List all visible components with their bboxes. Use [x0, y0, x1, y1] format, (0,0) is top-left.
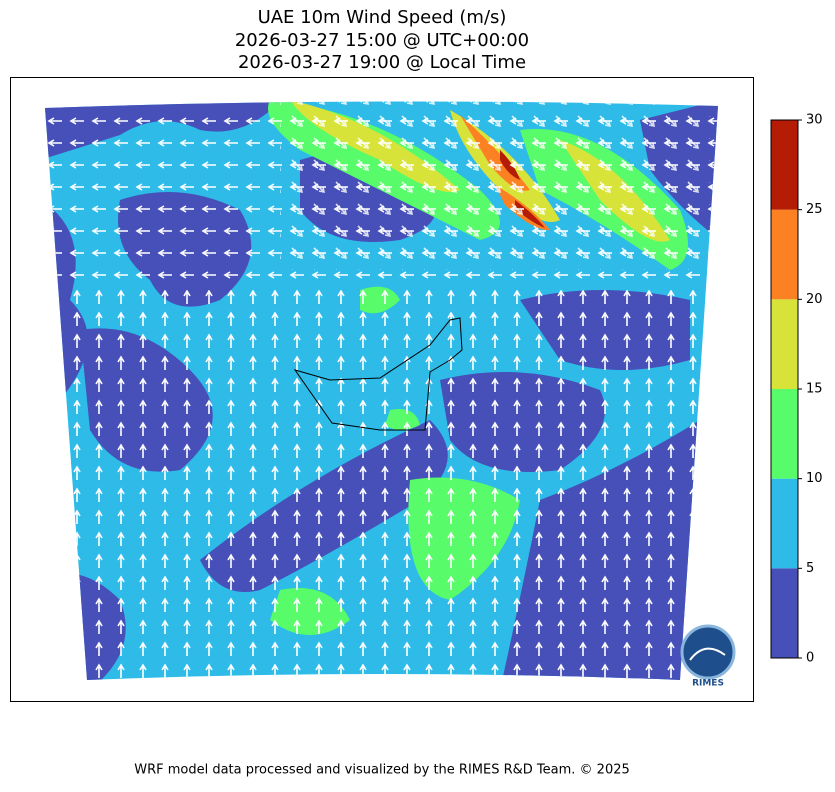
footer: WRF model data processed and visualized …	[134, 763, 630, 778]
colorbar-tick-label: 25	[806, 202, 823, 217]
title-block: UAE 10m Wind Speed (m/s) 2026-03-27 15:0…	[235, 7, 529, 73]
wind-field	[45, 101, 718, 681]
subtitle: 2026-03-27 19:00 @ Local Time	[238, 52, 526, 73]
title: UAE 10m Wind Speed (m/s)	[258, 7, 507, 28]
colorbar-segment	[771, 209, 798, 300]
country-border	[293, 317, 463, 431]
logo: RIMES	[680, 624, 736, 689]
logo-text: RIMES	[692, 679, 724, 689]
colorbar-tick-label: 5	[806, 561, 814, 576]
colorbar: 0 5 10 15 20 25 30	[770, 113, 823, 666]
colorbar-segment	[771, 120, 798, 210]
colorbar-tick-label: 10	[806, 471, 823, 486]
colorbar-tick-label: 0	[806, 651, 814, 666]
colorbar-tick-label: 20	[806, 292, 823, 307]
colorbar-segment	[771, 478, 798, 569]
colorbar-tick-label: 15	[806, 382, 823, 397]
colorbar-segment	[771, 389, 798, 479]
colorbar-segment	[771, 568, 798, 658]
colorbar-segment	[771, 299, 798, 389]
colorbar-tick-label: 30	[806, 113, 823, 128]
subtitle: 2026-03-27 15:00 @ UTC+00:00	[235, 30, 529, 51]
